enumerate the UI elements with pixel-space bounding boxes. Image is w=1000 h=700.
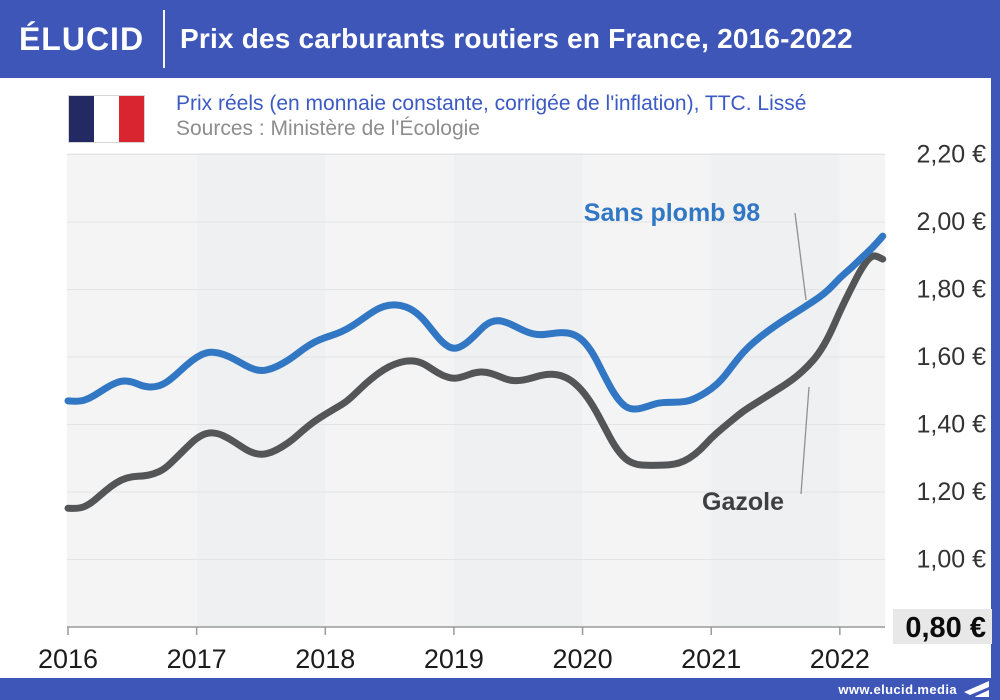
y-tick-label: 1,40 € bbox=[916, 411, 986, 439]
france-flag-icon bbox=[68, 95, 145, 143]
right-accent-strip bbox=[991, 78, 1000, 678]
chart-source: Sources : Ministère de l'Écologie bbox=[176, 117, 480, 140]
footer-url[interactable]: www.elucid.media bbox=[838, 681, 957, 697]
x-tick-label-2018: 2018 bbox=[295, 644, 355, 674]
y-tick-label: 1,60 € bbox=[916, 343, 986, 371]
x-tick-label-2022: 2022 bbox=[810, 644, 870, 674]
year-band-2018 bbox=[325, 153, 454, 627]
y-label-highlight bbox=[893, 609, 992, 644]
elucid-footer-logo-icon bbox=[963, 680, 990, 698]
y-tick-label: 1,00 € bbox=[916, 546, 986, 574]
footer-bar: www.elucid.media bbox=[0, 678, 1000, 700]
year-band-2016 bbox=[67, 153, 197, 627]
page-title: Prix des carburants routiers en France, … bbox=[180, 23, 853, 54]
year-band-2019 bbox=[453, 153, 583, 627]
x-tick-label-2019: 2019 bbox=[424, 644, 484, 674]
chart-subtitle: Prix réels (en monnaie constante, corrig… bbox=[176, 92, 807, 115]
x-tick-label-2017: 2017 bbox=[167, 644, 227, 674]
x-tick-label-2020: 2020 bbox=[553, 644, 613, 674]
header-bar: ÉLUCID Prix des carburants routiers en F… bbox=[0, 0, 1000, 78]
y-tick-label: 1,20 € bbox=[916, 478, 986, 506]
flag-stripe-blue bbox=[69, 96, 94, 142]
flag-stripe-white bbox=[94, 96, 119, 142]
series-line-gazole bbox=[64, 252, 887, 512]
y-tick-label: 2,00 € bbox=[916, 208, 986, 236]
elucid-logo: ÉLUCID bbox=[18, 20, 145, 57]
flag-stripe-red bbox=[119, 96, 144, 142]
series-label-sans-plomb-98: Sans plomb 98 bbox=[584, 199, 761, 227]
year-band-2017 bbox=[196, 153, 326, 627]
y-tick-label: 2,20 € bbox=[916, 141, 986, 169]
y-tick-label: 1,80 € bbox=[916, 276, 986, 304]
year-band-2020 bbox=[582, 153, 712, 627]
x-tick-label-2021: 2021 bbox=[681, 644, 741, 674]
header-divider bbox=[163, 10, 165, 68]
annotation-leader-line bbox=[800, 386, 810, 495]
annotation-leader-line bbox=[794, 212, 807, 301]
series-line-sans-plomb-98 bbox=[64, 232, 887, 413]
y-tick-label: 0,80 € bbox=[905, 612, 986, 644]
x-tick-label-2016: 2016 bbox=[38, 644, 98, 674]
series-label-gazole: Gazole bbox=[702, 488, 784, 516]
year-band-2022 bbox=[839, 153, 885, 627]
